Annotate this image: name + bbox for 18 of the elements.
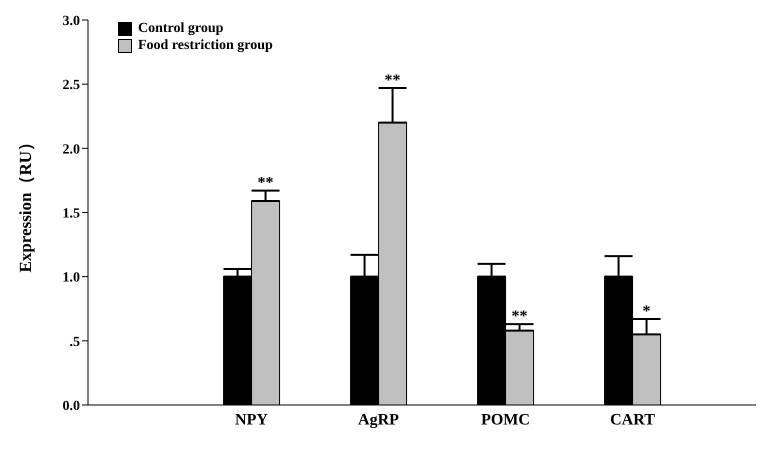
x-tick-label: NPY bbox=[235, 411, 268, 428]
annotation: ** bbox=[384, 72, 401, 90]
y-tick-label: 2.0 bbox=[62, 142, 80, 158]
y-tick-label: 3.0 bbox=[62, 14, 80, 29]
legend-label: Food restriction group bbox=[138, 37, 273, 54]
legend-label: Control group bbox=[138, 20, 224, 37]
y-axis-title: Expression（RU） bbox=[16, 134, 36, 272]
y-tick-label: 1.5 bbox=[62, 206, 80, 222]
x-tick-label: POMC bbox=[481, 411, 530, 428]
y-tick-label: 0.0 bbox=[62, 398, 80, 414]
annotation: ** bbox=[258, 174, 274, 192]
y-tick-label: 2.5 bbox=[62, 78, 80, 94]
x-tick-label: AgRP bbox=[358, 411, 400, 428]
x-tick-label: CART bbox=[610, 411, 656, 428]
y-tick-label: .5 bbox=[70, 334, 80, 350]
y-tick-label: 1.0 bbox=[62, 270, 80, 286]
annotation: ** bbox=[512, 308, 528, 326]
annotation: * bbox=[642, 303, 651, 320]
